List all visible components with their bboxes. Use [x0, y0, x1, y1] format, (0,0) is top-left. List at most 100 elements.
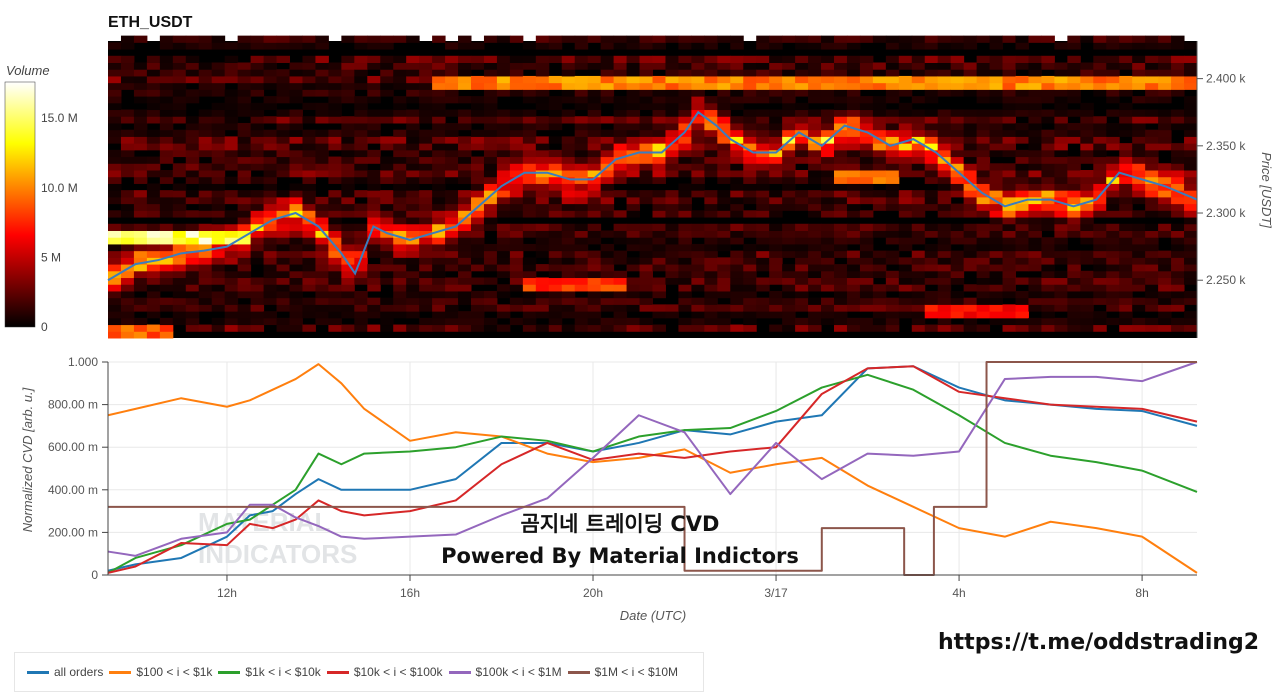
heatmap-cell	[367, 324, 381, 332]
heatmap-cell	[704, 290, 718, 299]
heatmap-cell	[704, 163, 718, 171]
heatmap-cell	[172, 136, 187, 144]
heatmap-cell	[445, 75, 459, 84]
heatmap-cell	[1041, 217, 1055, 225]
url-link[interactable]: https://t.me/oddstrading2	[938, 630, 1260, 655]
heatmap-cell	[1015, 170, 1029, 178]
heatmap-cell	[859, 243, 874, 252]
heatmap-cell	[1158, 297, 1172, 305]
heatmap-cell	[1184, 317, 1198, 326]
heatmap-cell	[185, 35, 200, 43]
heatmap-cell	[341, 284, 355, 292]
heatmap-cell	[211, 250, 226, 258]
heatmap-cell	[834, 223, 848, 231]
heatmap-cell	[302, 196, 316, 205]
heatmap-cell	[548, 183, 563, 191]
heatmap-cell	[406, 277, 420, 285]
heatmap-cell	[1080, 290, 1094, 299]
heatmap-cell	[834, 270, 848, 279]
heatmap-cell	[846, 284, 861, 292]
heatmap-cell	[976, 143, 991, 151]
heatmap-cell	[1093, 257, 1107, 265]
heatmap-cell	[1093, 250, 1107, 258]
legend-item[interactable]: $1M < i < $10M	[567, 665, 678, 679]
heatmap-cell	[769, 297, 783, 305]
heatmap-cell	[1145, 163, 1159, 171]
heatmap-cell	[406, 270, 420, 279]
heatmap-cell	[1041, 75, 1055, 84]
heatmap-cell	[626, 75, 641, 84]
heatmap-cell	[1184, 196, 1198, 205]
heatmap-cell	[471, 136, 485, 144]
heatmap-cell	[483, 304, 498, 312]
heatmap-cell	[406, 190, 420, 198]
heatmap-cell	[652, 136, 666, 144]
heatmap-cell	[613, 149, 628, 158]
heatmap-cell	[250, 284, 265, 292]
heatmap-cell	[756, 143, 770, 151]
heatmap-cell	[393, 223, 407, 231]
heatmap-cell	[367, 116, 381, 124]
legend-item[interactable]: $100k < i < $1M	[448, 665, 562, 679]
heatmap-cell	[302, 190, 316, 198]
heatmap-cell	[1184, 102, 1198, 111]
heatmap-cell	[821, 210, 835, 218]
heatmap-cell	[315, 270, 329, 279]
heatmap-cell	[678, 96, 692, 104]
heatmap-cell	[1106, 96, 1120, 104]
heatmap-cell	[108, 270, 122, 279]
heatmap-cell	[587, 284, 602, 292]
heatmap-cell	[276, 82, 290, 90]
heatmap-cell	[1145, 297, 1159, 305]
heatmap-cell	[341, 290, 355, 299]
heatmap-cell	[587, 210, 602, 218]
legend-item[interactable]: $10k < i < $100k	[326, 665, 443, 679]
heatmap-cell	[859, 297, 874, 305]
heatmap-cell	[963, 257, 978, 265]
heatmap-cell	[1184, 217, 1198, 225]
heatmap-cell	[1145, 203, 1159, 211]
overlay-line1: 곰지네 트레이딩 CVD	[520, 512, 720, 536]
heatmap-cell	[885, 82, 900, 90]
heatmap-cell	[548, 243, 563, 252]
heatmap-cell	[1158, 210, 1172, 218]
heatmap-cell	[471, 324, 485, 332]
heatmap-cell	[1158, 96, 1172, 104]
heatmap-cell	[898, 284, 913, 292]
heatmap-cell	[808, 143, 822, 151]
heatmap-cell	[458, 55, 472, 64]
heatmap-cell	[1145, 290, 1159, 299]
heatmap-cell	[276, 89, 290, 97]
heatmap-cell	[354, 149, 368, 158]
legend-item[interactable]: $1k < i < $10k	[218, 665, 321, 679]
heatmap-cell	[432, 230, 446, 238]
legend-item[interactable]: $100 < i < $1k	[109, 665, 212, 679]
heatmap-cell	[795, 223, 809, 231]
heatmap-cell	[367, 277, 381, 285]
heatmap-cell	[574, 96, 589, 104]
heatmap-cell	[821, 243, 835, 252]
heatmap-cell	[263, 237, 278, 245]
heatmap-cell	[574, 264, 589, 272]
heatmap-cell	[639, 163, 653, 171]
heatmap-cell	[198, 223, 213, 231]
legend: all orders $100 < i < $1k $1k < i < $10k $1…	[14, 652, 704, 692]
heatmap-cell	[471, 116, 485, 124]
heatmap-cell	[471, 257, 485, 265]
heatmap-cell	[406, 136, 420, 144]
heatmap-cell	[198, 210, 213, 218]
heatmap-cell	[1184, 203, 1198, 211]
legend-item[interactable]: all orders	[27, 665, 103, 679]
heatmap-cell	[159, 35, 174, 43]
heatmap-cell	[108, 311, 122, 319]
heatmap-cell	[743, 75, 757, 84]
heatmap-cell	[665, 311, 679, 319]
heatmap-cell	[782, 55, 796, 64]
heatmap-cell	[834, 297, 848, 305]
heatmap-cell	[1080, 277, 1094, 285]
heatmap-cell	[989, 62, 1004, 70]
heatmap-cell	[756, 203, 770, 211]
heatmap-cell	[237, 156, 252, 164]
heatmap-cell	[445, 210, 459, 218]
heatmap-cell	[1158, 82, 1172, 90]
